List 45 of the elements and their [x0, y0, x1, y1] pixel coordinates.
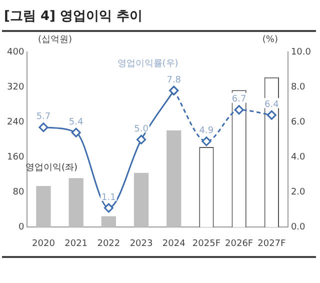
- data-label: 7.8: [166, 75, 182, 86]
- y2-tick-label: 6.0: [290, 117, 306, 128]
- data-label: 1.1: [102, 192, 116, 203]
- x-tick-label: 2023: [130, 238, 153, 249]
- chart-title: [그림 4] 영업이익 추이: [4, 8, 143, 25]
- series-label: 영업이익(좌): [25, 162, 78, 173]
- data-label: 5.4: [68, 117, 84, 128]
- point: [202, 136, 212, 146]
- y-tick-label: 240: [6, 117, 24, 128]
- data-label: 5.0: [134, 124, 149, 134]
- y2-tick-label: 10.0: [290, 47, 312, 58]
- y-tick-label: 80: [12, 188, 24, 198]
- data-label: 5.7: [36, 112, 51, 122]
- point: [136, 134, 146, 144]
- y2-tick-label: 4.0: [290, 152, 306, 162]
- bar: [36, 186, 51, 228]
- y-tick-label: 400: [6, 47, 24, 58]
- point: [104, 203, 114, 213]
- y2-tick-label: 8.0: [290, 82, 306, 92]
- data-label: 4.9: [199, 126, 214, 136]
- data-label: 6.7: [232, 94, 246, 105]
- y-tick-label: 320: [6, 82, 24, 92]
- bar: [101, 216, 116, 228]
- bar: [166, 130, 182, 228]
- y2-tick-label: 0.0: [290, 222, 306, 233]
- point: [71, 128, 81, 138]
- point: [234, 105, 244, 115]
- y2-tick-label: 2.0: [290, 188, 306, 198]
- x-tick-label: 2024: [162, 238, 186, 249]
- y-axis-title: (십억원): [38, 34, 72, 45]
- point: [266, 110, 276, 120]
- x-tick-label: 2020: [32, 238, 56, 249]
- y2-axis-title: (%): [262, 34, 278, 45]
- x-tick-label: 2022: [97, 238, 120, 249]
- x-tick-label: 2025F: [192, 238, 221, 249]
- y-tick-label: 0: [18, 222, 24, 233]
- x-tick-label: 2027F: [258, 238, 286, 249]
- bar: [134, 172, 149, 228]
- x-tick-label: 2026F: [225, 238, 254, 249]
- y-tick-label: 160: [6, 152, 24, 162]
- text: 영업이익률(우): [117, 58, 178, 69]
- point: [38, 122, 48, 132]
- data-label: 6.4: [264, 100, 280, 110]
- bar: [68, 178, 84, 228]
- x-tick-label: 2021: [64, 238, 88, 249]
